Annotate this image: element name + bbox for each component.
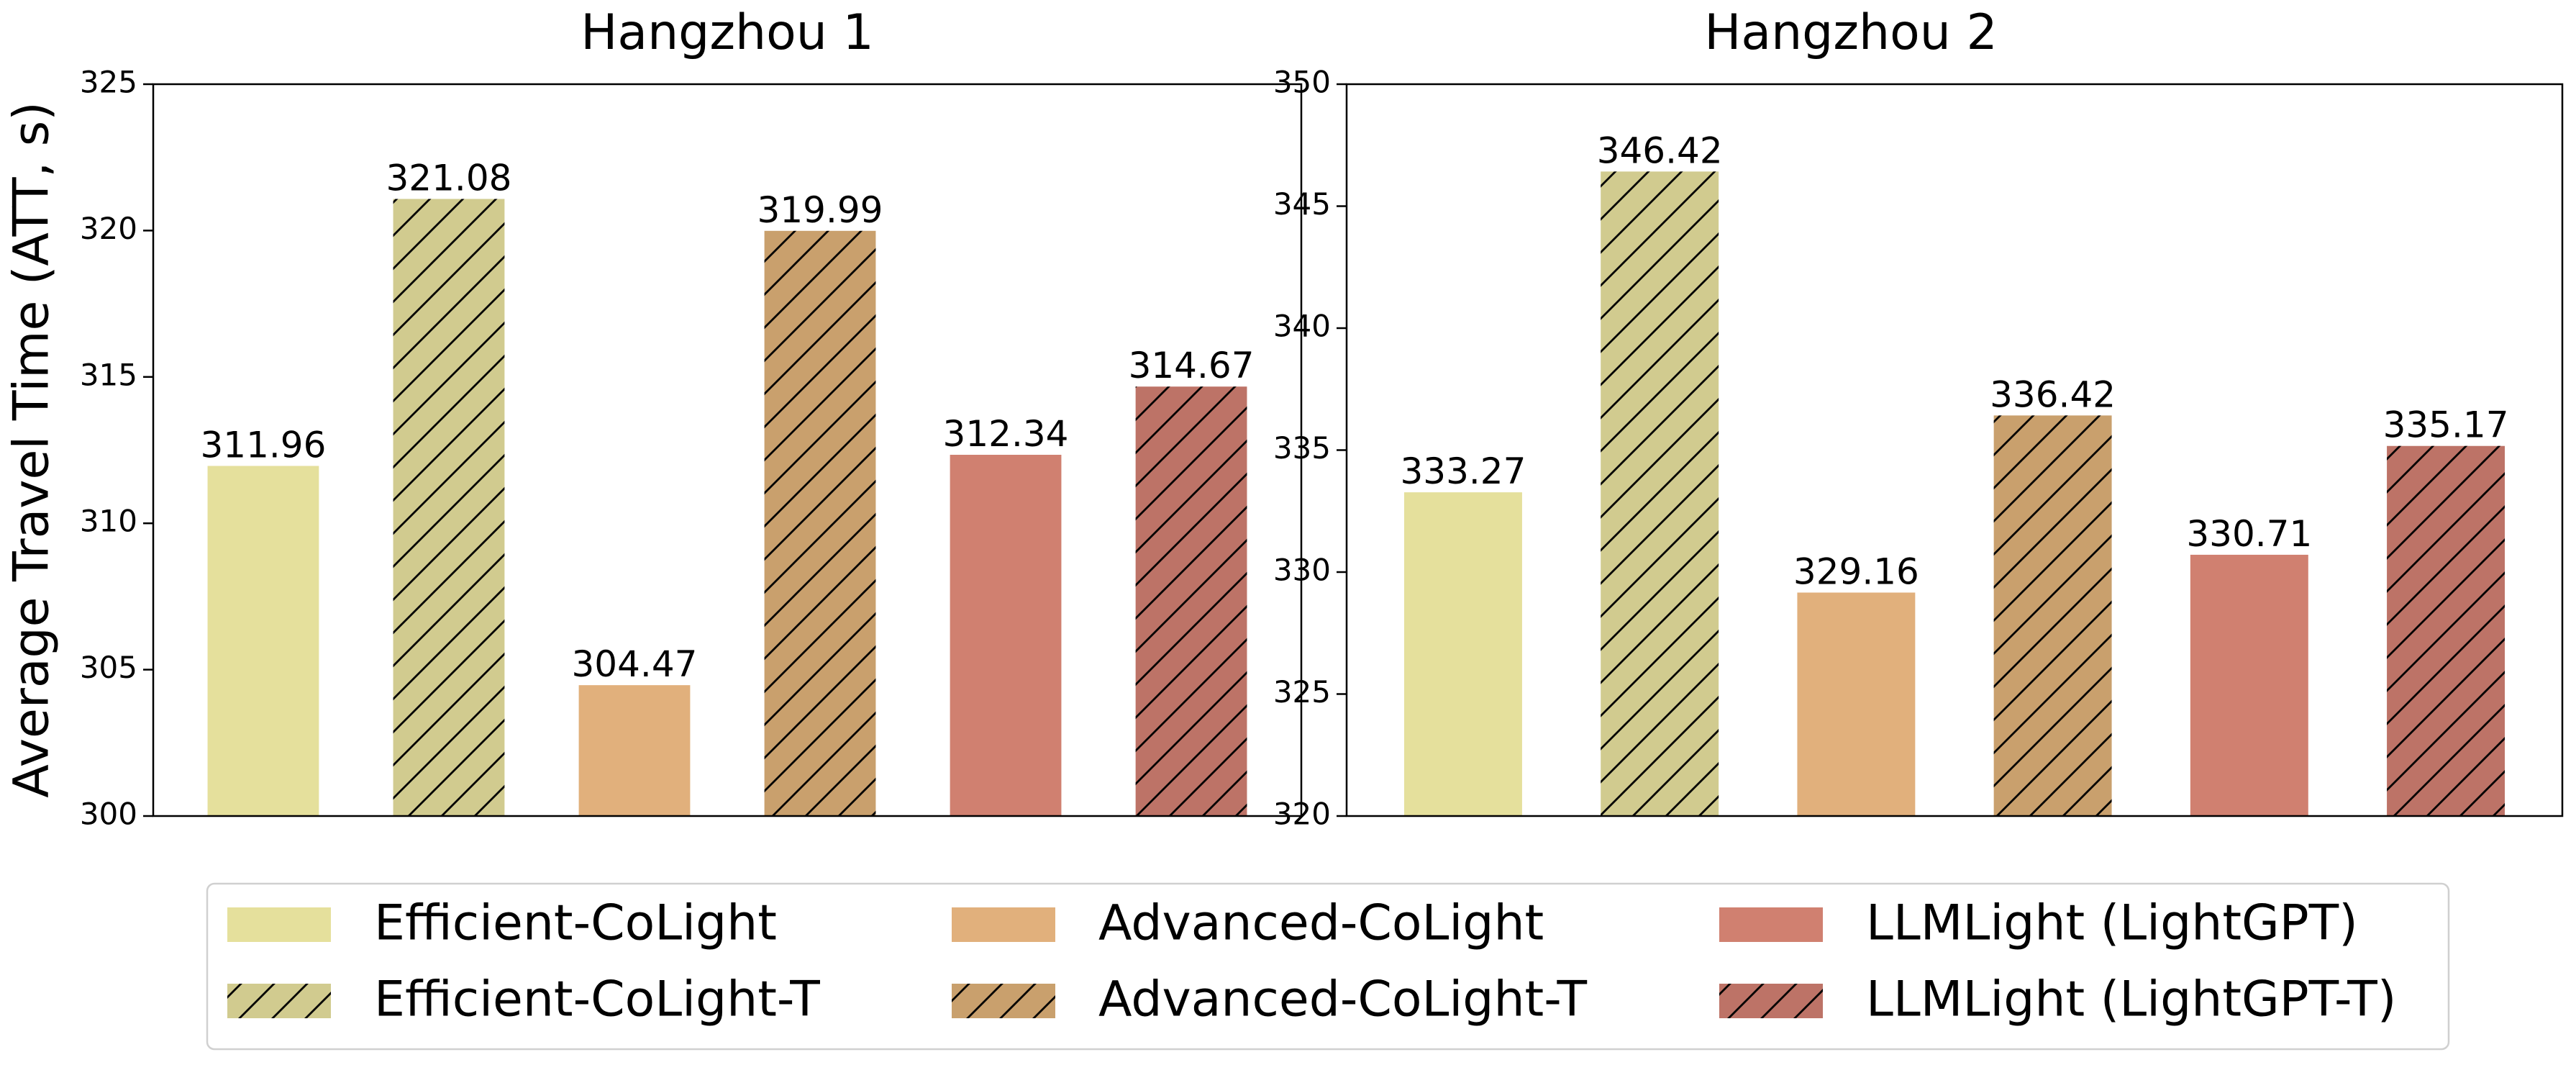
chart-panel-hangzhou-1: Hangzhou 1 311.96 321.08 304.47 319.99 312.3… xyxy=(80,4,1303,832)
data-label: 335.17 xyxy=(2383,404,2509,446)
y-tick-label: 320 xyxy=(1273,797,1331,832)
y-tick-label: 325 xyxy=(80,65,137,100)
bar-hatch xyxy=(764,230,876,817)
y-tick-label: 300 xyxy=(80,797,137,832)
y-tick-label: 330 xyxy=(1273,553,1331,588)
data-label: 329.16 xyxy=(1793,550,1919,592)
legend: Efficient-CoLight Efficient-CoLight-T Adva… xyxy=(206,882,2450,1051)
bar-hatch xyxy=(1993,415,2112,816)
data-label: 319.99 xyxy=(757,189,883,231)
bar xyxy=(207,466,319,816)
bar xyxy=(1403,492,1522,816)
chart-title: Hangzhou 2 xyxy=(1704,4,1997,61)
data-label: 333.27 xyxy=(1400,450,1526,492)
legend-label: LLMLight (LightGPT-T) xyxy=(1866,971,2396,1028)
legend-swatch-hatch xyxy=(1719,984,1823,1018)
bar-hatch xyxy=(1135,386,1247,816)
legend-label: LLMLight (LightGPT) xyxy=(1866,895,2358,952)
y-tick-label: 310 xyxy=(80,504,137,539)
data-label: 321.08 xyxy=(386,157,511,199)
legend-swatch xyxy=(1719,907,1823,942)
legend-swatch xyxy=(227,907,331,942)
data-label: 336.42 xyxy=(1990,373,2116,415)
bar-hatch xyxy=(393,199,505,817)
y-tick-label: 305 xyxy=(80,650,137,685)
data-label: 312.34 xyxy=(943,413,1069,455)
y-tick-label: 335 xyxy=(1273,430,1331,466)
bar xyxy=(950,455,1062,816)
plot-frame xyxy=(1345,83,2564,817)
data-label: 346.42 xyxy=(1597,130,1723,171)
data-label: 304.47 xyxy=(572,643,698,685)
bar-hatch xyxy=(2387,445,2506,816)
bar xyxy=(578,685,691,816)
legend-label: Efficient-CoLight-T xyxy=(374,971,820,1028)
data-label: 311.96 xyxy=(200,424,326,466)
y-axis-label: Average Travel Time (ATT, s) xyxy=(4,101,60,797)
legend-swatch xyxy=(952,907,1055,942)
chart-title: Hangzhou 1 xyxy=(581,4,873,61)
legend-label: Advanced-CoLight xyxy=(1098,895,1544,952)
y-tick-label: 340 xyxy=(1273,309,1331,344)
y-tick-label: 315 xyxy=(80,357,137,392)
data-label: 330.71 xyxy=(2186,513,2312,555)
chart-panel-hangzhou-2: Hangzhou 2 333.27 346.42 329.16 336.42 330.7… xyxy=(1273,4,2564,832)
y-tick-label: 345 xyxy=(1273,186,1331,222)
legend-swatch-hatch xyxy=(952,984,1055,1018)
legend-swatch-hatch xyxy=(227,984,331,1018)
legend-label: Advanced-CoLight-T xyxy=(1098,971,1588,1028)
bar xyxy=(2190,554,2308,816)
legend-label: Efficient-CoLight xyxy=(374,895,777,952)
y-tick-label: 350 xyxy=(1273,65,1331,100)
legend-box xyxy=(206,882,2450,1051)
bar-hatch xyxy=(1601,171,1719,816)
y-tick-label: 325 xyxy=(1273,674,1331,710)
bar xyxy=(1797,592,1916,816)
y-tick-label: 320 xyxy=(80,211,137,246)
data-label: 314.67 xyxy=(1129,345,1255,386)
plot-frame xyxy=(152,83,1303,817)
